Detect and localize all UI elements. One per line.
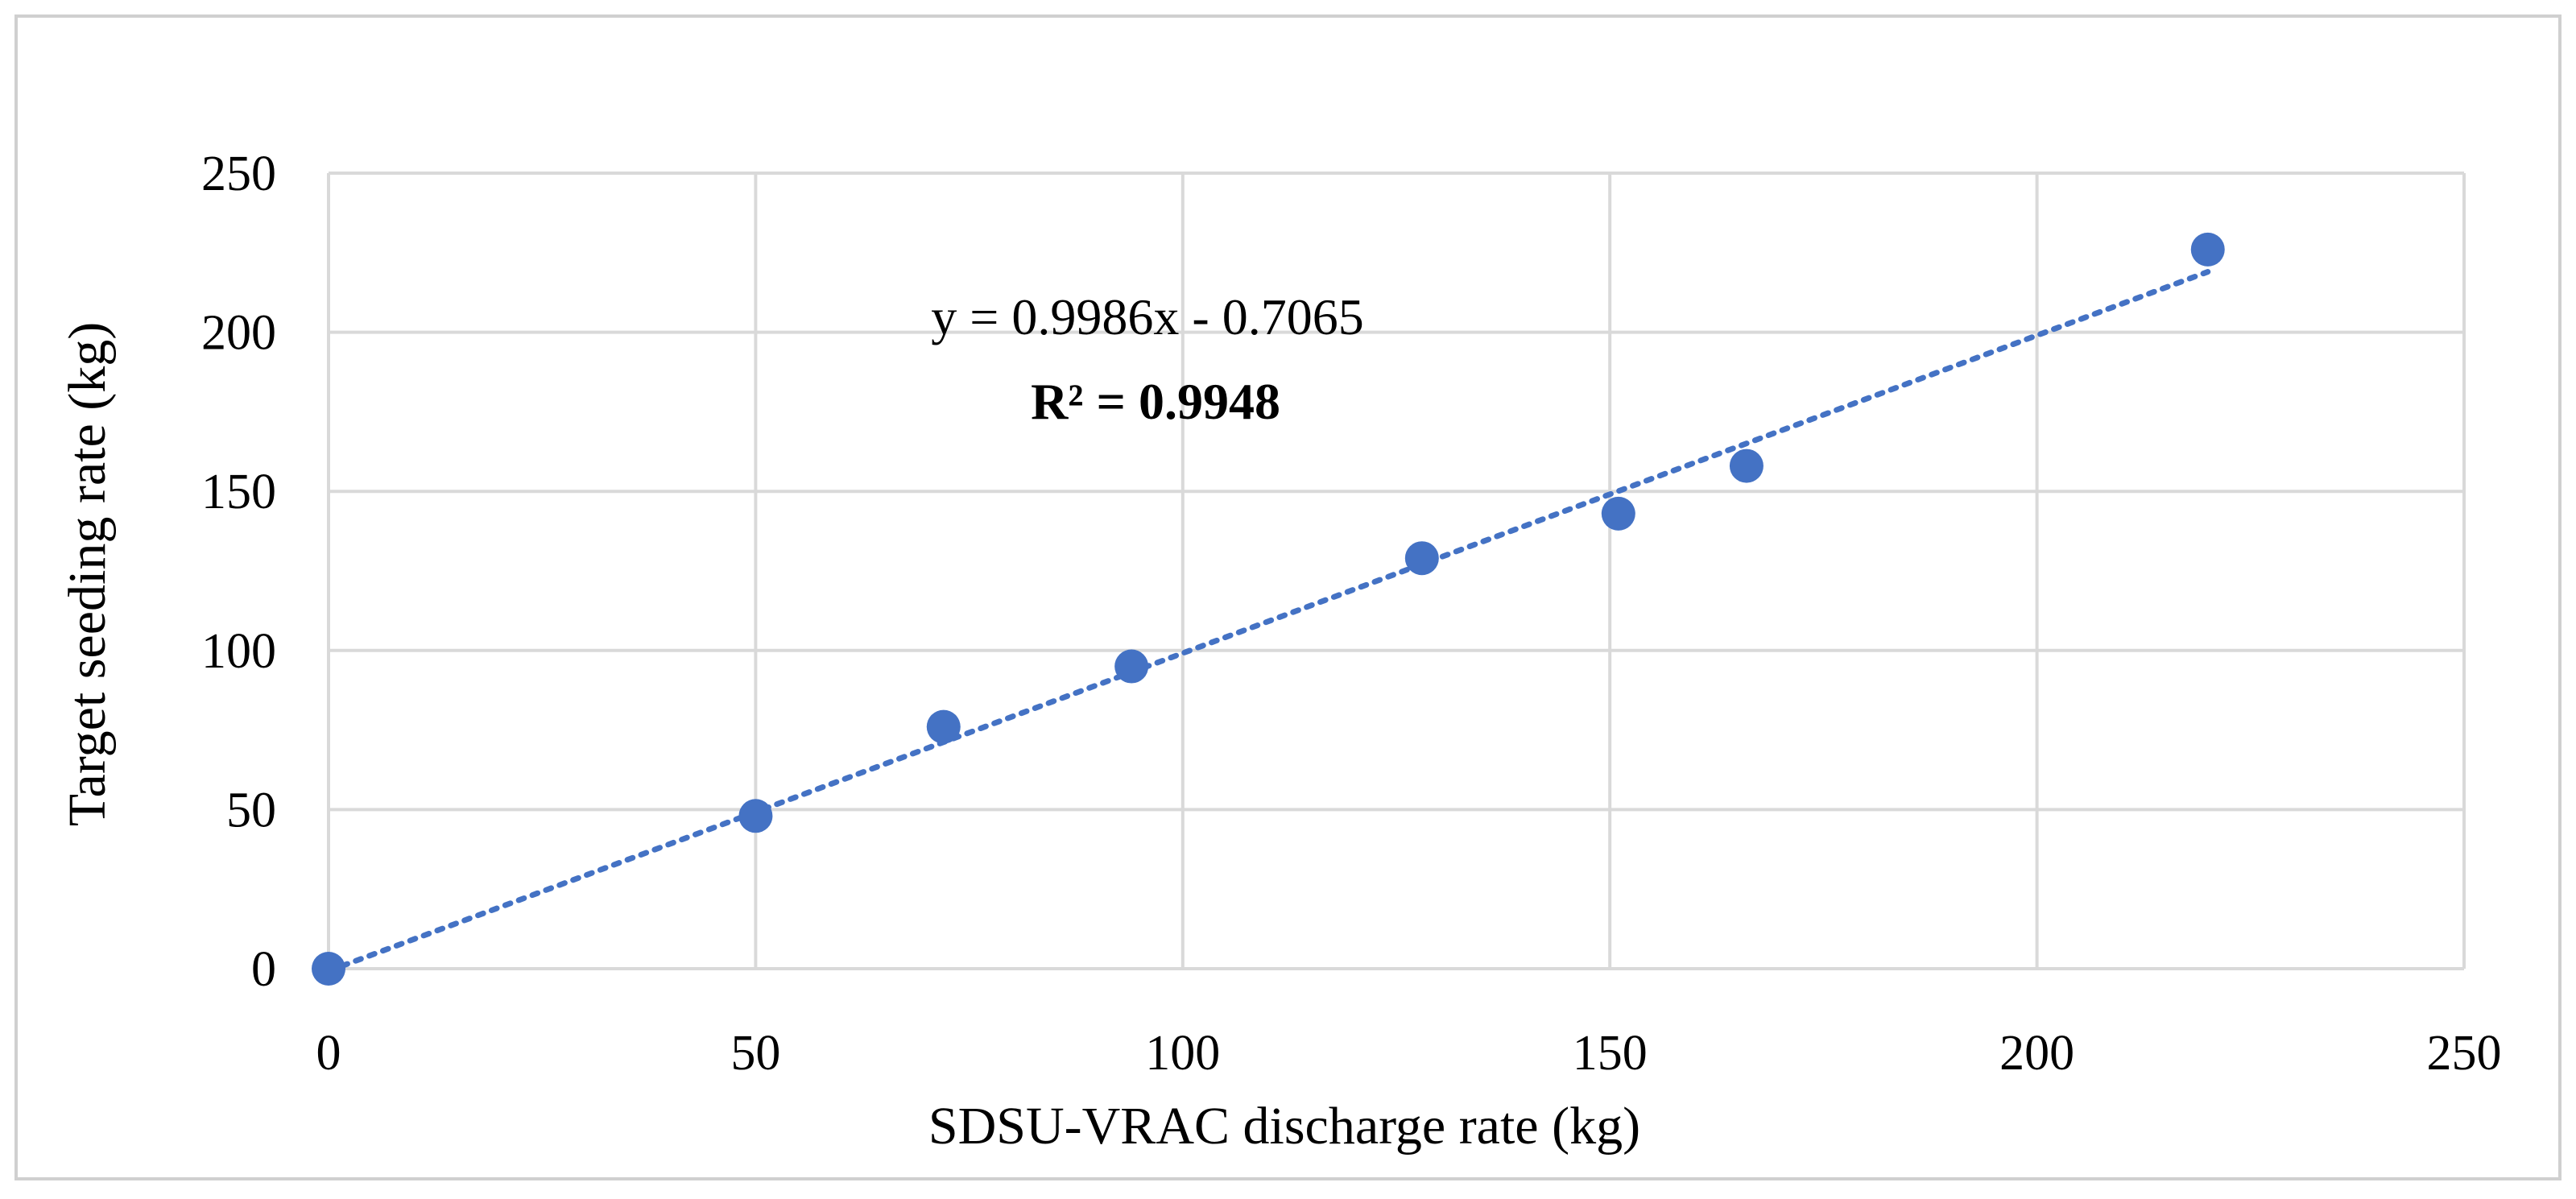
data-point: [1114, 649, 1149, 684]
y-tick-label: 50: [226, 783, 276, 837]
y-tick-label: 100: [201, 624, 276, 679]
data-points: [312, 232, 2225, 986]
trendline-layer: [325, 269, 2211, 974]
r-squared-label: R² = 0.9948: [1031, 373, 1280, 430]
trendline-equation: y = 0.9986x - 0.7065: [931, 288, 1363, 345]
y-tick-label: 150: [201, 465, 276, 519]
chart-border: [14, 14, 2562, 1180]
data-point: [2190, 232, 2225, 267]
x-axis-title: SDSU-VRAC discharge rate (kg): [928, 1097, 1640, 1156]
x-tick-label: 150: [1573, 1026, 1648, 1081]
y-axis-title: Target seeding rate (kg): [58, 322, 117, 826]
x-tick-label: 0: [316, 1026, 341, 1081]
y-tick-label: 0: [251, 942, 276, 997]
y-tick-label: 200: [201, 306, 276, 361]
x-tick-label: 50: [730, 1026, 780, 1081]
tick-labels: 0 50 100 150 200 250 0 50 100 150 200 250: [201, 147, 2502, 1081]
data-point: [1729, 449, 1764, 483]
data-point: [738, 799, 773, 833]
x-tick-label: 200: [1999, 1026, 2074, 1081]
data-point: [1601, 496, 1635, 531]
y-tick-label: 250: [201, 147, 276, 201]
data-point: [926, 709, 961, 744]
x-tick-label: 100: [1145, 1026, 1220, 1081]
data-point: [1404, 541, 1439, 576]
trendline: [325, 269, 2211, 974]
data-point: [312, 952, 345, 986]
x-tick-label: 250: [2427, 1026, 2502, 1081]
grid: [327, 172, 2466, 970]
